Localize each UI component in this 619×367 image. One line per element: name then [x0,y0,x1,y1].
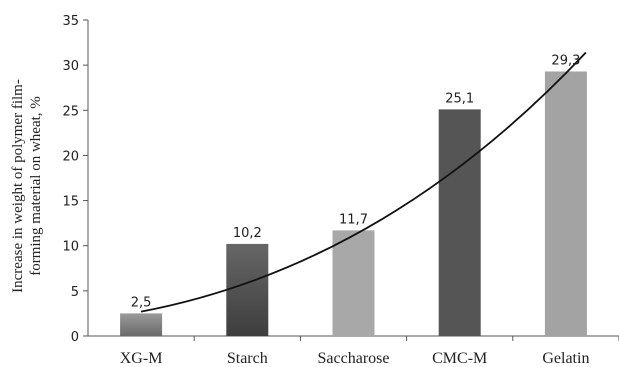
y-axis: 0 5 10 15 20 25 30 35 [62,14,88,345]
y-axis-title-line-1: Increase in weight of polymer film- [10,79,26,293]
x-category-label: Gelatin [542,350,589,367]
y-tick-label: 20 [62,149,79,164]
x-category-label: Saccharose [318,350,390,367]
y-tick-label: 15 [62,195,79,210]
x-category-label: Starch [227,350,268,367]
bar-starch [226,243,269,336]
data-label: 11,7 [339,212,368,227]
data-label: 2,5 [131,295,152,310]
y-tick-label: 10 [62,240,79,255]
y-tick-label: 35 [62,14,79,29]
bar-xg-m [120,313,163,336]
data-label: 25,1 [445,91,474,106]
data-label: 29,3 [551,53,580,68]
bar-cmc-m [438,109,481,336]
bar-gelatin [544,71,587,336]
data-label: 10,2 [233,226,262,241]
trendline [140,51,587,313]
bars: 2,5 10,2 11,7 25,1 29,3 [120,53,587,336]
y-tick-label: 5 [71,285,79,300]
x-category-label: CMC-M [432,350,487,367]
x-axis-categories: XG-M Starch Saccharose CMC-M Gelatin [120,336,619,367]
y-tick-label: 30 [62,59,79,74]
bar-saccharose [332,230,375,336]
x-category-label: XG-M [120,350,163,367]
y-tick-label: 25 [62,104,79,119]
y-axis-title: Increase in weight of polymer film- form… [10,79,44,293]
y-tick-label: 0 [71,330,79,345]
y-axis-title-line-2: forming material on wheat, % [28,96,44,276]
